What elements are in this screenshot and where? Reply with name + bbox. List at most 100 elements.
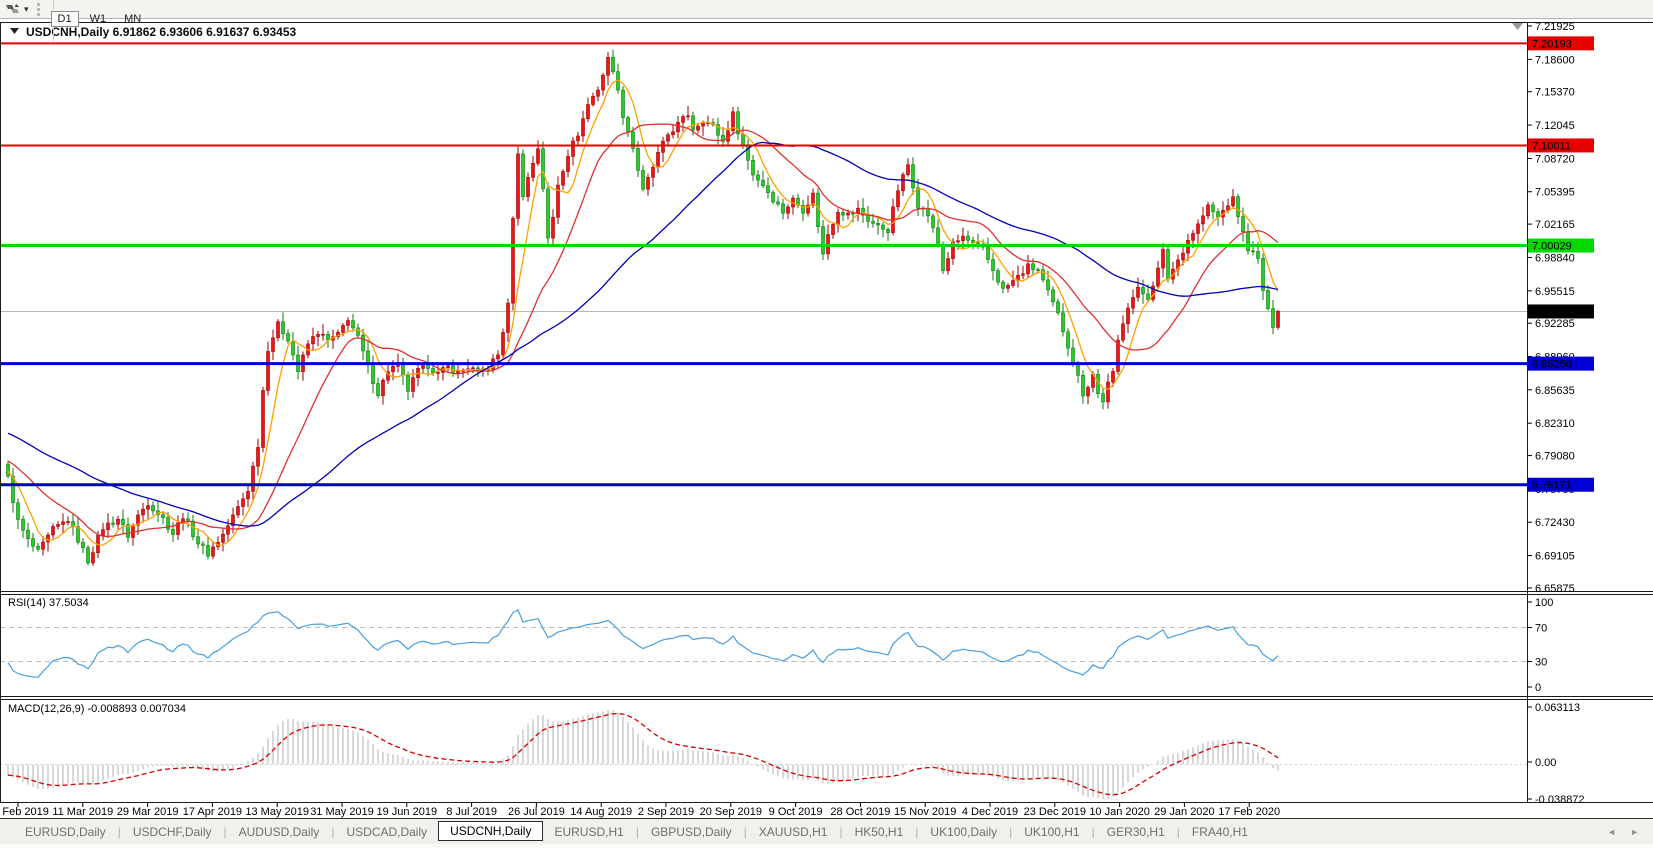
rsi-scale-label: 70	[1535, 623, 1547, 635]
price-tick-label: 7.02165	[1535, 219, 1575, 231]
moving-averages-layer	[7, 79, 1279, 546]
price-tick-label: 6.82310	[1535, 418, 1575, 430]
price-tick-label: 7.12045	[1535, 120, 1575, 132]
tab-hk50-h1[interactable]: HK50,H1	[854, 824, 904, 839]
tab-usdchf-daily[interactable]: USDCHF,Daily	[132, 824, 212, 839]
tab-separator: |	[117, 824, 121, 839]
top-toolbar: ▾ M1M5M15M30H1H4D1W1MN	[0, 0, 1653, 41]
price-tick-label: 6.95515	[1535, 286, 1575, 298]
tab-uk100-daily[interactable]: UK100,Daily	[930, 824, 998, 839]
date-tick-label: 29 Mar 2019	[117, 806, 179, 818]
date-tick-label: 10 Jan 2020	[1089, 806, 1150, 818]
tab-separator: |	[743, 824, 747, 839]
indicators-layer	[7, 609, 1279, 800]
tab-separator: |	[1091, 824, 1095, 839]
toolbar-grip[interactable]	[36, 2, 43, 16]
price-tick-label: 6.65875	[1535, 583, 1575, 595]
price-tick-label: 7.15370	[1535, 87, 1575, 99]
price-tick-label: 6.92285	[1535, 318, 1575, 330]
tabs-scroll-left-icon[interactable]: ◄	[1607, 826, 1617, 837]
date-tick-label: 31 May 2019	[310, 806, 374, 818]
date-tick-label: 26 Jul 2019	[508, 806, 565, 818]
macd-scale-label: -0.038872	[1535, 794, 1585, 806]
price-tick-label: 7.21925	[1535, 21, 1575, 33]
price-line-label: 6.76171	[1532, 480, 1572, 492]
date-tick-label: 9 Oct 2019	[769, 806, 823, 818]
date-tick-label: 11 Mar 2019	[52, 806, 113, 818]
chart-title: USDCNH,Daily 6.91862 6.93606 6.91637 6.9…	[26, 25, 297, 39]
date-tick-label: 13 May 2019	[245, 806, 309, 818]
price-line-label: 7.10011	[1532, 140, 1571, 152]
tab-audusd-daily[interactable]: AUDUSD,Daily	[238, 824, 320, 839]
tabs-scroll-right-icon[interactable]: ►	[1630, 826, 1639, 837]
candles-layer	[6, 49, 1280, 566]
tab-ger30-h1[interactable]: GER30,H1	[1106, 824, 1165, 839]
price-tick-label: 7.08720	[1535, 153, 1575, 165]
price-tick-label: 7.05395	[1535, 187, 1575, 199]
chart-shift-marker[interactable]	[1512, 23, 1523, 30]
date-tick-label: 28 Oct 2019	[830, 806, 890, 818]
tab-separator: |	[1176, 824, 1180, 839]
timeframe-button-MN[interactable]: MN	[117, 11, 148, 27]
date-tick-label: 20 Sep 2019	[700, 806, 762, 818]
date-tick-label: 2 Sep 2019	[638, 806, 694, 818]
date-tick-label: 20 Feb 2019	[0, 806, 49, 818]
price-line-label: 6.93453	[1532, 306, 1572, 318]
price-tick-label: 6.69105	[1535, 551, 1575, 563]
tab-separator: |	[915, 824, 919, 839]
tab-separator: |	[223, 824, 227, 839]
rsi-scale-label: 100	[1535, 597, 1553, 609]
tab-separator: |	[1009, 824, 1013, 839]
tab-uk100-h1[interactable]: UK100,H1	[1024, 824, 1080, 839]
rsi-scale-label: 0	[1535, 682, 1541, 694]
price-tick-label: 6.85635	[1535, 385, 1575, 397]
toolbar-separator	[52, 27, 54, 41]
chart-tool-button[interactable]: ▾	[0, 0, 33, 18]
tab-usdcad-daily[interactable]: USDCAD,Daily	[346, 824, 428, 839]
tab-gbpusd-daily[interactable]: GBPUSD,Daily	[650, 824, 732, 839]
pane-borders	[0, 22, 1653, 803]
statusbar-strip	[0, 844, 1653, 848]
tab-eurusd-h1[interactable]: EURUSD,H1	[554, 824, 624, 839]
tab-separator: |	[635, 824, 639, 839]
date-tick-label: 4 Dec 2019	[962, 806, 1018, 818]
date-tick-label: 15 Nov 2019	[894, 806, 956, 818]
price-line-label: 7.00029	[1532, 241, 1572, 253]
price-axis[interactable]: 7.21925 7.18600 7.15370 7.12045 7.08720 7.053…	[0, 21, 1594, 818]
tab-fra40-h1[interactable]: FRA40,H1	[1191, 824, 1248, 839]
price-tick-label: 7.18600	[1535, 54, 1575, 66]
tab-separator: |	[839, 824, 843, 839]
toolbar-separator	[52, 0, 54, 9]
date-tick-label: 19 Jun 2019	[377, 806, 438, 818]
price-line-label: 7.20193	[1532, 38, 1572, 50]
price-tick-label: 6.72430	[1535, 517, 1575, 529]
tab-xauusd-h1[interactable]: XAUUSD,H1	[758, 824, 828, 839]
tab-eurusd-daily[interactable]: EURUSD,Daily	[25, 824, 106, 839]
symbol-caret-icon	[10, 28, 19, 34]
macd-label: MACD(12,26,9) -0.008893 0.007034	[8, 703, 186, 715]
tab-usdcnh-daily[interactable]: USDCNH,Daily	[438, 820, 544, 841]
date-tick-label: 17 Feb 2020	[1218, 806, 1280, 818]
timeframe-button-group: M1M5M15M30H1H4D1W1MN	[49, 0, 259, 41]
timeframe-button-D1[interactable]: D1	[50, 11, 79, 27]
date-tick-label: 17 Apr 2019	[183, 806, 242, 818]
date-tick-label: 23 Dec 2019	[1024, 806, 1086, 818]
date-tick-label: 14 Aug 2019	[570, 806, 632, 818]
timeframe-button-W1[interactable]: W1	[83, 11, 114, 27]
dropdown-caret-icon[interactable]: ▾	[24, 3, 29, 14]
rsi-scale-label: 30	[1535, 657, 1547, 669]
macd-scale-label: 0.063113	[1535, 702, 1580, 714]
timeframe-selector-icon	[6, 4, 19, 13]
chart-tab-bar: EURUSD,Daily | USDCHF,Daily | AUDUSD,Daily | U…	[0, 818, 1653, 844]
macd-scale-label: 0.00	[1535, 757, 1556, 769]
price-line-label: 6.88250	[1532, 359, 1572, 371]
rsi-label: RSI(14) 37.5034	[8, 597, 89, 609]
price-tick-label: 6.98840	[1535, 252, 1575, 264]
tab-scroll-buttons: ◄ ►	[1607, 827, 1653, 837]
date-tick-label: 8 Jul 2019	[446, 806, 497, 818]
tab-list: EURUSD,Daily | USDCHF,Daily | AUDUSD,Daily | U…	[0, 819, 1259, 844]
tab-separator: |	[331, 824, 335, 839]
horizontal-lines-layer	[0, 42, 1527, 487]
